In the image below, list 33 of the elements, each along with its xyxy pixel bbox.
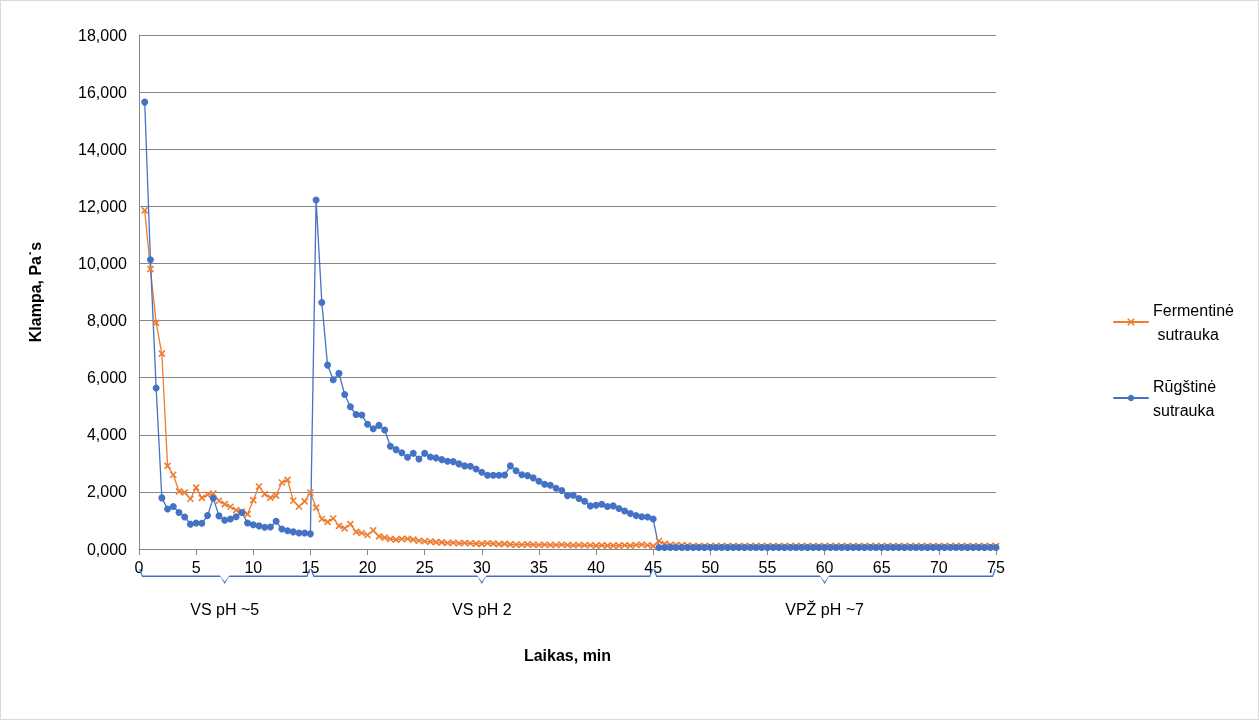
x-tick-label: 70 xyxy=(929,558,948,576)
x-tick-label: 30 xyxy=(472,558,491,576)
x-tick-label: 25 xyxy=(415,558,434,576)
y-tick-label: 12,000 xyxy=(78,197,128,215)
legend-label: Rūgštinė sutrauka xyxy=(1153,377,1221,419)
x-tick-label: 20 xyxy=(358,558,377,576)
y-axis-title: Klampa, Pa˙s xyxy=(26,241,44,343)
y-tick-label: 10,000 xyxy=(78,254,128,272)
x-tick-label: 10 xyxy=(244,558,263,576)
x-tick-label: 15 xyxy=(301,558,320,576)
x-tick-label: 0 xyxy=(134,558,144,576)
y-tick-label: 14,000 xyxy=(78,140,128,158)
x-axis-title: Laikas, min xyxy=(523,646,612,664)
y-tick-label: 4,000 xyxy=(86,426,128,444)
y-tick-label: 8,000 xyxy=(86,312,128,330)
y-tick-label: 18,000 xyxy=(78,26,128,44)
x-tick-label: 40 xyxy=(587,558,606,576)
x-tick-label: 35 xyxy=(530,558,548,576)
y-tick-label: 16,000 xyxy=(78,83,128,101)
x-tick-label: 45 xyxy=(644,558,663,576)
x-tick-label: 55 xyxy=(758,558,777,576)
legend-label: Fermentinė sutrauka xyxy=(1153,301,1235,343)
y-tick-label: 0,000 xyxy=(86,540,128,558)
x-tick-label: 50 xyxy=(701,558,720,576)
y-tick-label: 2,000 xyxy=(86,483,128,501)
y-tick-label: 6,000 xyxy=(86,369,128,387)
x-tick-label: 75 xyxy=(987,558,1005,576)
text: VS pH ~5 xyxy=(190,601,260,618)
x-tick-label: 65 xyxy=(872,558,891,576)
x-tick-label: 5 xyxy=(191,558,201,576)
text: VPŽ pH ~7 xyxy=(785,600,865,618)
x-tick-label: 60 xyxy=(815,558,834,576)
text: VS pH 2 xyxy=(452,601,512,618)
